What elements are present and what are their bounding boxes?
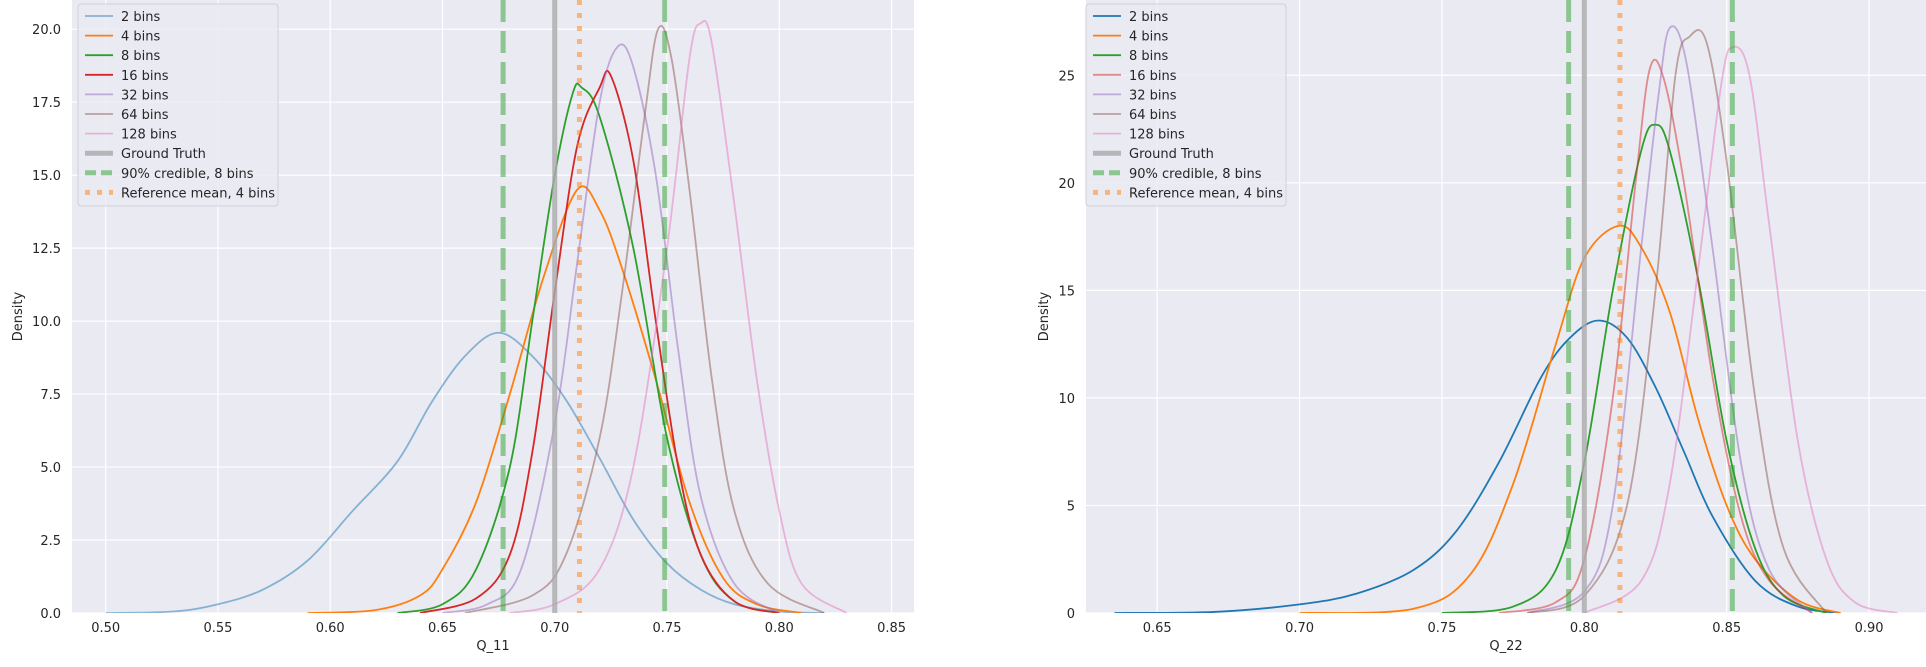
kde-line-series-0 (1114, 319, 1841, 613)
kde-line-series-4 (442, 43, 780, 613)
legend-label: 64 bins (1129, 108, 1177, 123)
y-tick-label: 15 (1058, 284, 1075, 299)
legend-label: 16 bins (121, 69, 169, 84)
plot-area (1114, 0, 1898, 613)
legend-label: 90% credible, 8 bins (121, 167, 254, 182)
x-tick-label: 0.90 (1855, 621, 1884, 636)
x-tick-label: 0.60 (316, 621, 345, 636)
legend-label: 64 bins (121, 108, 169, 123)
legend-box (1085, 3, 1287, 207)
kde-line-series-1 (307, 185, 802, 613)
legend-label: Reference mean, 4 bins (121, 186, 275, 201)
kde-line-series-6 (509, 19, 848, 613)
kde-line-series-0 (105, 331, 825, 613)
y-tick-label: 5 (1067, 499, 1075, 514)
y-tick-label: 12.5 (32, 242, 61, 257)
kde-line-series-4 (1527, 25, 1813, 613)
y-tick-label: 10 (1058, 392, 1075, 407)
y-tick-label: 17.5 (32, 96, 61, 111)
left-panel: 0.50 0.55 0.60 0.65 0.70 0.75 0.80 0.85 0.0 2.5 5.… (11, 0, 914, 654)
legend-label: 128 bins (1129, 128, 1185, 143)
x-tick-label: 0.75 (1427, 621, 1456, 636)
y-tick-label: 15.0 (32, 169, 61, 184)
kde-line-series-3 (1498, 58, 1813, 613)
right-panel: 0.65 0.70 0.75 0.80 0.85 0.90 0 5 10 15 20 25 Q_22 De… (1037, 0, 1926, 654)
legend-label: 90% credible, 8 bins (1129, 167, 1262, 182)
kde-line-series-5 (1527, 29, 1828, 613)
legend-label: 32 bins (1129, 88, 1177, 103)
y-axis-label: Density (11, 291, 26, 341)
x-tick-label: 0.85 (1712, 621, 1741, 636)
x-tick-label: 0.65 (428, 621, 457, 636)
y-tick-label: 2.5 (40, 534, 61, 549)
y-tick-label: 7.5 (40, 388, 61, 403)
y-tick-label: 5.0 (40, 461, 61, 476)
y-tick-label: 20.0 (32, 23, 61, 38)
x-tick-label: 0.65 (1143, 621, 1172, 636)
legend-label: Reference mean, 4 bins (1129, 186, 1283, 201)
x-tick-label: 0.85 (877, 621, 906, 636)
legend-label: 128 bins (121, 128, 177, 143)
y-tick-label: 25 (1058, 69, 1075, 84)
legend-label: Ground Truth (121, 147, 206, 162)
y-tick-label: 10.0 (32, 315, 61, 330)
plot-area (105, 0, 848, 613)
x-tick-label: 0.50 (91, 621, 120, 636)
legend-label: 2 bins (121, 10, 161, 25)
legend-label: Ground Truth (1129, 147, 1214, 162)
legend-label: 8 bins (121, 49, 161, 64)
y-tick-label: 20 (1058, 177, 1075, 192)
x-tick-label: 0.70 (540, 621, 569, 636)
legend-label: 32 bins (121, 88, 169, 103)
legend-label: 8 bins (1129, 49, 1169, 64)
x-tick-label: 0.75 (653, 621, 682, 636)
legend-label: 4 bins (121, 30, 161, 45)
y-axis-label: Density (1037, 291, 1052, 341)
legend-label: 16 bins (1129, 69, 1177, 84)
x-tick-label: 0.80 (765, 621, 794, 636)
x-axis-label: Q_11 (476, 639, 509, 654)
legend-box (77, 3, 279, 207)
x-tick-label: 0.55 (203, 621, 232, 636)
kde-line-series-2 (397, 82, 780, 613)
y-tick-label: 0 (1067, 607, 1075, 622)
x-axis-label: Q_22 (1489, 639, 1522, 654)
kde-line-series-6 (1583, 45, 1898, 613)
y-tick-label: 0.0 (40, 607, 61, 622)
legend-label: 2 bins (1129, 10, 1169, 25)
x-tick-label: 0.80 (1570, 621, 1599, 636)
x-tick-label: 0.70 (1285, 621, 1314, 636)
legend-label: 4 bins (1129, 30, 1169, 45)
